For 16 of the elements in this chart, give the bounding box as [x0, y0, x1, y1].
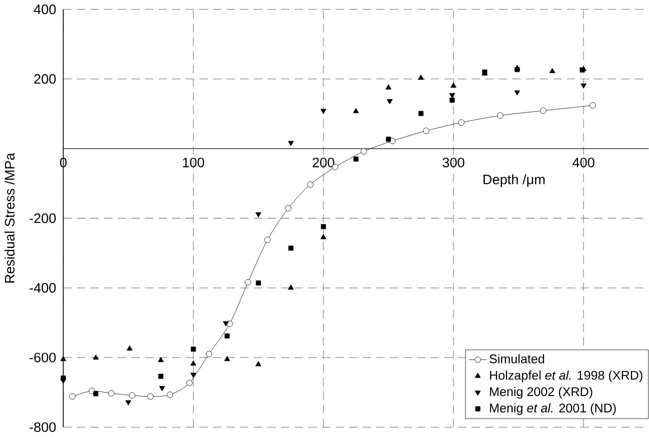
- y-tick-label: 400: [34, 4, 56, 14]
- y-tick-label: -400: [30, 283, 56, 293]
- x-tick-label: 200: [312, 158, 334, 168]
- y-tick-label: -800: [30, 422, 56, 432]
- x-tick-label: 300: [442, 158, 464, 168]
- legend-label: Menig et al. 2001 (ND): [490, 404, 616, 416]
- y-axis-title: Residual Stress /MPa: [4, 153, 15, 283]
- x-tick-label: 400: [572, 158, 594, 168]
- legend-label: Holzapfel et al. 1998 (XRD): [490, 370, 642, 382]
- y-tick-label: -200: [30, 214, 56, 224]
- y-tick-label: 200: [34, 74, 56, 84]
- legend-label: Menig 2002 (XRD): [490, 387, 592, 399]
- x-tick-label: 100: [183, 158, 204, 168]
- y-tick-label: -600: [30, 352, 56, 363]
- x-axis-title: Depth /μm: [484, 174, 545, 188]
- legend-label: Simulated: [490, 354, 544, 364]
